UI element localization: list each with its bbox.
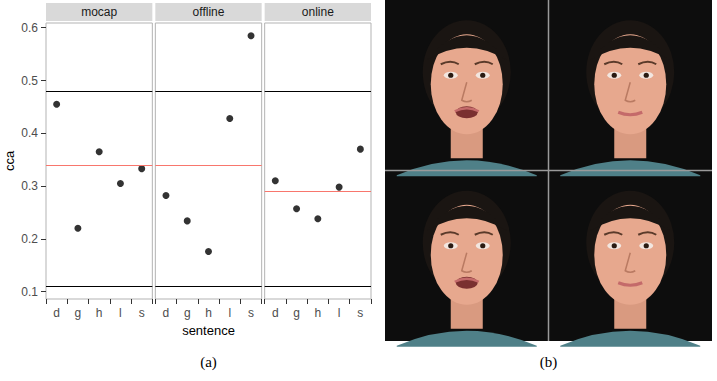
svg-text:l: l — [338, 306, 341, 320]
svg-text:cca: cca — [2, 150, 17, 171]
svg-text:0.6: 0.6 — [21, 21, 38, 35]
svg-text:sentence: sentence — [182, 323, 235, 338]
svg-text:l: l — [228, 306, 231, 320]
svg-text:s: s — [357, 306, 363, 320]
svg-text:offline: offline — [193, 5, 225, 19]
svg-text:0.5: 0.5 — [21, 74, 38, 88]
svg-text:s: s — [139, 306, 145, 320]
svg-text:0.1: 0.1 — [21, 285, 38, 299]
svg-text:mocap: mocap — [81, 5, 117, 19]
svg-text:0.3: 0.3 — [21, 179, 38, 193]
svg-text:g: g — [184, 306, 191, 320]
svg-text:l: l — [119, 306, 122, 320]
svg-text:d: d — [163, 306, 170, 320]
svg-text:s: s — [248, 306, 254, 320]
svg-text:h: h — [205, 306, 212, 320]
svg-text:online: online — [302, 5, 334, 19]
svg-text:(b): (b) — [540, 354, 558, 371]
svg-text:g: g — [75, 306, 82, 320]
svg-text:g: g — [293, 306, 300, 320]
svg-text:0.2: 0.2 — [21, 232, 38, 246]
svg-text:h: h — [314, 306, 321, 320]
svg-text:d: d — [53, 306, 60, 320]
svg-text:(a): (a) — [200, 354, 217, 371]
svg-text:h: h — [96, 306, 103, 320]
svg-text:0.4: 0.4 — [21, 126, 38, 140]
svg-text:d: d — [272, 306, 279, 320]
